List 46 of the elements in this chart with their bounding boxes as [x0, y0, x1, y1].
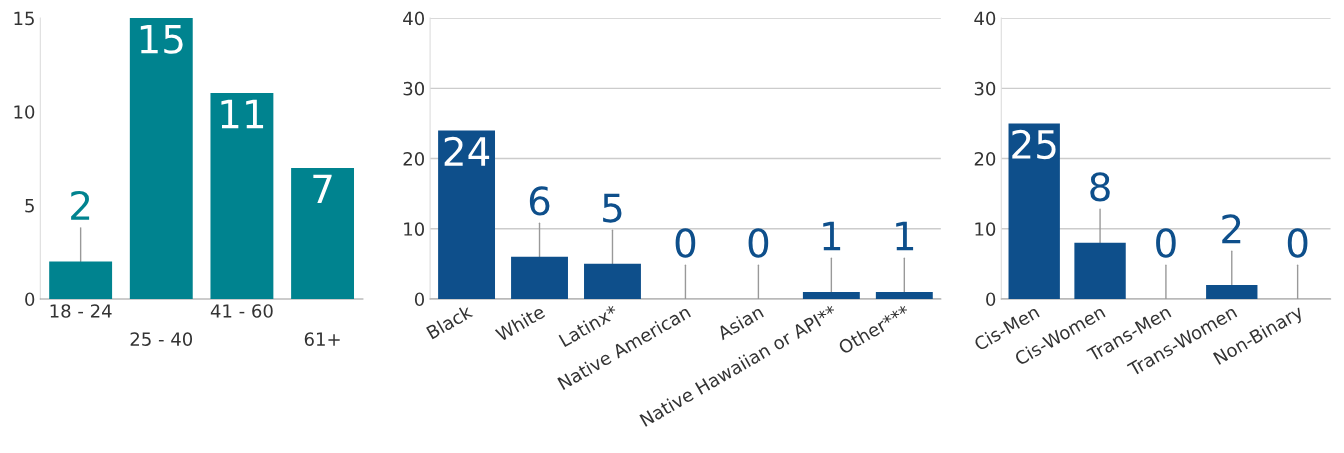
bar: [511, 256, 568, 299]
y-tick-label: 10: [975, 222, 996, 236]
data-label: 0: [1287, 228, 1308, 258]
data-label: 25: [1012, 129, 1056, 160]
x-tick-label: 18 - 24: [50, 304, 112, 318]
y-tick-label: 15: [14, 11, 34, 26]
data-label: 11: [221, 99, 264, 129]
y-tick-label: 40: [974, 11, 996, 26]
bar: [1206, 284, 1258, 299]
bar: [438, 130, 496, 299]
bar: [1074, 242, 1126, 299]
y-tick-label: 0: [414, 292, 425, 307]
data-label: 2: [71, 190, 90, 220]
y-tick-label: 30: [403, 81, 425, 96]
bar: [129, 18, 193, 299]
data-label: 5: [603, 193, 622, 223]
y-tick-label: 10: [404, 222, 425, 236]
bar: [802, 291, 860, 299]
bar: [49, 261, 113, 299]
data-label: 2: [1222, 214, 1241, 244]
data-label: 1: [896, 221, 914, 251]
y-tick-label: 0: [986, 292, 996, 307]
x-tick-label: 61+: [304, 332, 340, 346]
y-tick-label: 20: [403, 152, 425, 166]
bar: [1008, 123, 1060, 299]
bar: [210, 93, 274, 299]
y-tick-label: 30: [974, 81, 996, 96]
data-label: 8: [1090, 172, 1110, 202]
y-tick-label: 40: [403, 11, 425, 26]
data-label: 24: [444, 136, 490, 166]
x-tick-label: 25 - 40: [130, 332, 193, 346]
data-label: 0: [675, 228, 696, 258]
bar: [291, 167, 355, 299]
y-tick-label: 20: [974, 152, 996, 166]
bar: [584, 263, 641, 299]
y-tick-label: 0: [25, 292, 35, 307]
bar: [875, 291, 933, 299]
data-label: 6: [529, 186, 550, 216]
data-label: 0: [1156, 228, 1176, 258]
y-tick-label: 10: [14, 105, 35, 119]
data-label: 7: [313, 174, 332, 204]
data-label: 0: [748, 228, 769, 258]
x-tick-label: 41 - 60: [210, 304, 273, 318]
y-tick-label: 5: [25, 199, 34, 213]
data-label: 1: [823, 221, 841, 251]
data-label: 15: [140, 24, 183, 54]
